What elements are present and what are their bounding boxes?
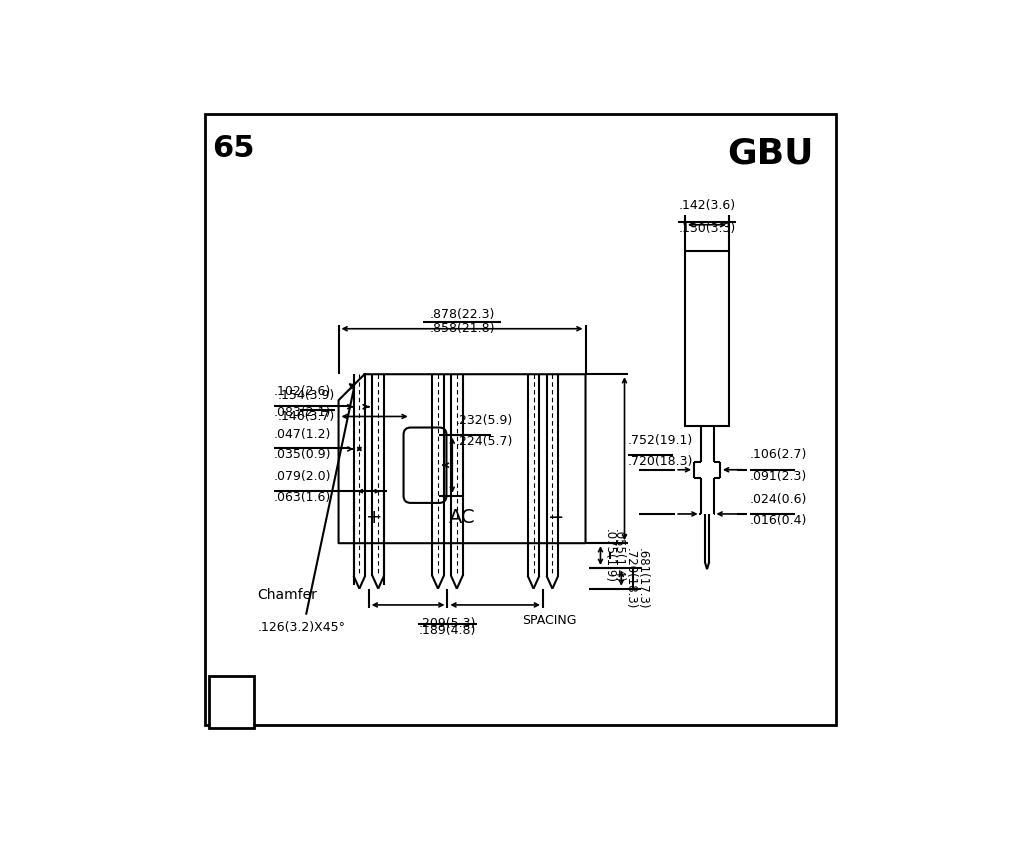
- Text: .016(0.4): .016(0.4): [750, 514, 807, 527]
- Text: .102(2.6): .102(2.6): [274, 385, 331, 398]
- Bar: [685, 251, 729, 426]
- Text: Chamfer: Chamfer: [258, 587, 317, 602]
- Text: .079(2.0): .079(2.0): [274, 470, 331, 483]
- Text: .142(3.6): .142(3.6): [679, 198, 736, 212]
- Text: .720(18.3): .720(18.3): [628, 456, 693, 468]
- Text: .126(3.2)X45°: .126(3.2)X45°: [258, 621, 345, 634]
- Text: .858(21.8): .858(21.8): [429, 322, 495, 335]
- Text: −: −: [548, 508, 564, 527]
- Text: SPACING: SPACING: [522, 614, 576, 627]
- Text: .146(3.7): .146(3.7): [278, 410, 335, 423]
- Text: .024(0.6): .024(0.6): [750, 493, 807, 506]
- Text: .681(17.3): .681(17.3): [636, 548, 649, 609]
- Text: .878(22.3): .878(22.3): [429, 308, 495, 321]
- Text: .083(2.1): .083(2.1): [274, 406, 331, 419]
- Text: .063(1.6): .063(1.6): [274, 490, 331, 504]
- Text: .209(5.3): .209(5.3): [419, 617, 476, 630]
- Bar: [208, 676, 254, 728]
- Text: .154(3.9): .154(3.9): [278, 389, 335, 403]
- Text: .232(5.9): .232(5.9): [456, 414, 513, 427]
- Text: .091(2.3): .091(2.3): [750, 470, 807, 483]
- Text: .189(4.8): .189(4.8): [419, 625, 476, 637]
- Text: .224(5.7): .224(5.7): [456, 435, 513, 447]
- Text: +: +: [366, 508, 382, 527]
- Text: .106(2.7): .106(2.7): [750, 448, 807, 462]
- Text: AC: AC: [449, 508, 475, 527]
- Text: .055(1.4): .055(1.4): [612, 528, 625, 582]
- Text: .130(3.3): .130(3.3): [679, 221, 736, 235]
- Text: 65: 65: [212, 133, 254, 163]
- Text: .035(0.9): .035(0.9): [274, 448, 331, 462]
- Text: .720(18.3): .720(18.3): [623, 548, 637, 609]
- Text: GBU: GBU: [728, 136, 814, 170]
- Text: .752(19.1): .752(19.1): [628, 434, 693, 447]
- Text: .047(1.2): .047(1.2): [274, 428, 331, 441]
- Text: .075(1.9): .075(1.9): [603, 528, 616, 582]
- FancyBboxPatch shape: [404, 428, 447, 503]
